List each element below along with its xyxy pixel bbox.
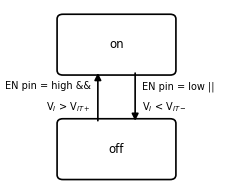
FancyBboxPatch shape: [57, 14, 176, 75]
Text: EN pin = high &&: EN pin = high &&: [5, 82, 91, 91]
FancyBboxPatch shape: [57, 119, 176, 180]
Text: off: off: [109, 143, 124, 156]
Text: V$_I$ < V$_{IT-}$: V$_I$ < V$_{IT-}$: [142, 101, 187, 114]
Text: on: on: [109, 38, 124, 51]
Text: V$_I$ > V$_{IT+}$: V$_I$ > V$_{IT+}$: [46, 101, 91, 114]
Text: EN pin = low ||: EN pin = low ||: [142, 81, 215, 92]
